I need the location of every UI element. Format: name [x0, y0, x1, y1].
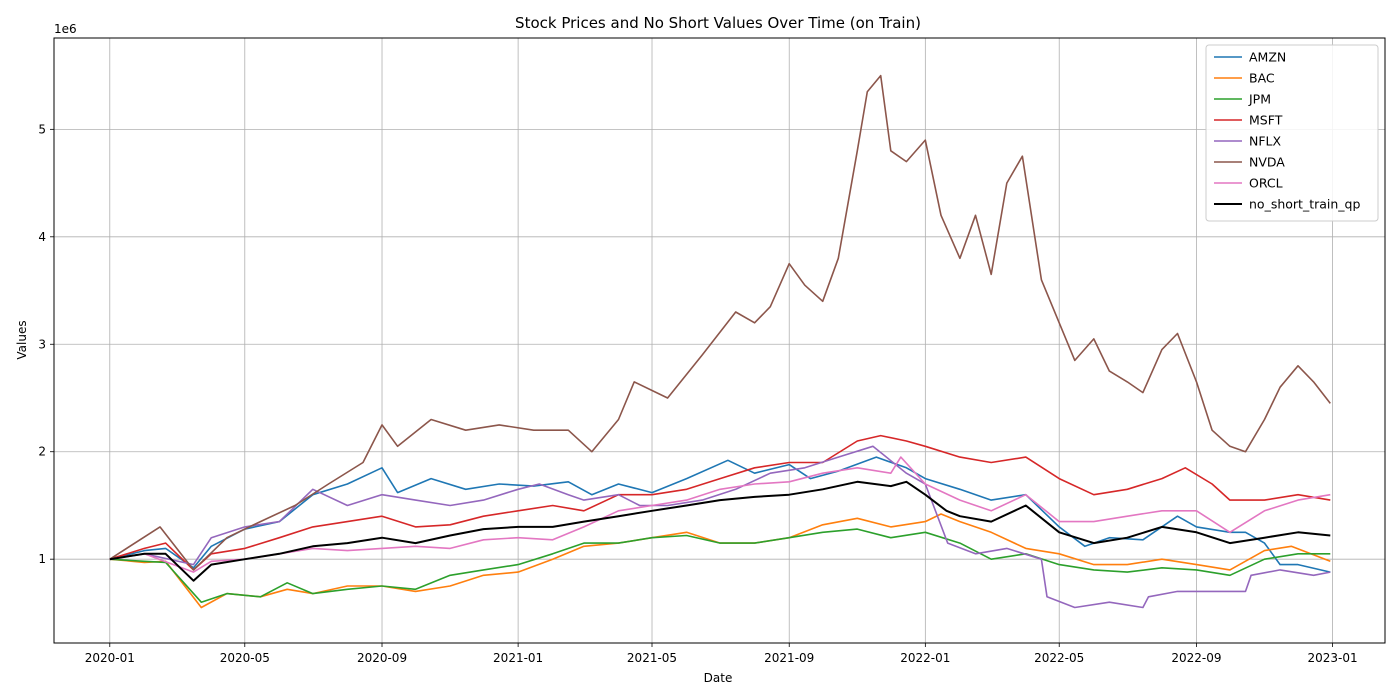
y-axis-title: Values: [15, 320, 29, 359]
series-line-bac: [109, 513, 1331, 609]
plot-area: 2020-01 2020-05 2020-09 2021-01 2021-05 2021-…: [38, 37, 1386, 665]
x-tick-label: 2021-09: [764, 651, 814, 665]
y-tick-label: 2: [38, 445, 46, 459]
series-line-jpm: [109, 528, 1331, 604]
y-tick-label: 1: [38, 552, 46, 566]
series-line-nvda: [109, 74, 1331, 571]
legend-label: ORCL: [1249, 176, 1283, 191]
legend-label: NFLX: [1249, 134, 1282, 149]
series-line-no-short-train-qp: [109, 480, 1331, 582]
legend: AMZN BAC JPM MSFT NFLX NVDA ORCL no_short_train…: [1205, 44, 1379, 222]
chart-title: Stock Prices and No Short Values Over Ti…: [515, 14, 921, 32]
series-line-msft: [109, 434, 1331, 571]
x-tick-label: 2021-01: [493, 651, 543, 665]
y-tick-label: 5: [38, 122, 46, 136]
legend-label: MSFT: [1249, 113, 1283, 128]
x-tick-label: 2022-01: [900, 651, 950, 665]
legend-label: no_short_train_qp: [1249, 197, 1360, 212]
legend-label: NVDA: [1249, 155, 1285, 170]
x-tick-label: 2023-01: [1307, 651, 1357, 665]
x-axis-title: Date: [704, 671, 733, 685]
x-tick-label: 2020-01: [85, 651, 135, 665]
legend-label: BAC: [1249, 71, 1275, 86]
x-tick-label: 2020-09: [357, 651, 407, 665]
y-tick-label: 4: [38, 230, 46, 244]
x-tick-label: 2022-05: [1034, 651, 1084, 665]
x-tick-label: 2021-05: [627, 651, 677, 665]
plot-frame: [53, 37, 1386, 644]
legend-box: [1205, 44, 1379, 222]
y-scale-label: 1e6: [54, 22, 77, 36]
legend-label: JPM: [1248, 92, 1271, 107]
series-line-orcl: [109, 456, 1331, 573]
series-line-nflx: [109, 445, 1331, 609]
legend-label: AMZN: [1249, 50, 1286, 65]
y-tick-label: 3: [38, 337, 46, 351]
x-tick-label: 2022-09: [1171, 651, 1221, 665]
series-line-amzn: [109, 456, 1331, 573]
x-tick-label: 2020-05: [220, 651, 270, 665]
